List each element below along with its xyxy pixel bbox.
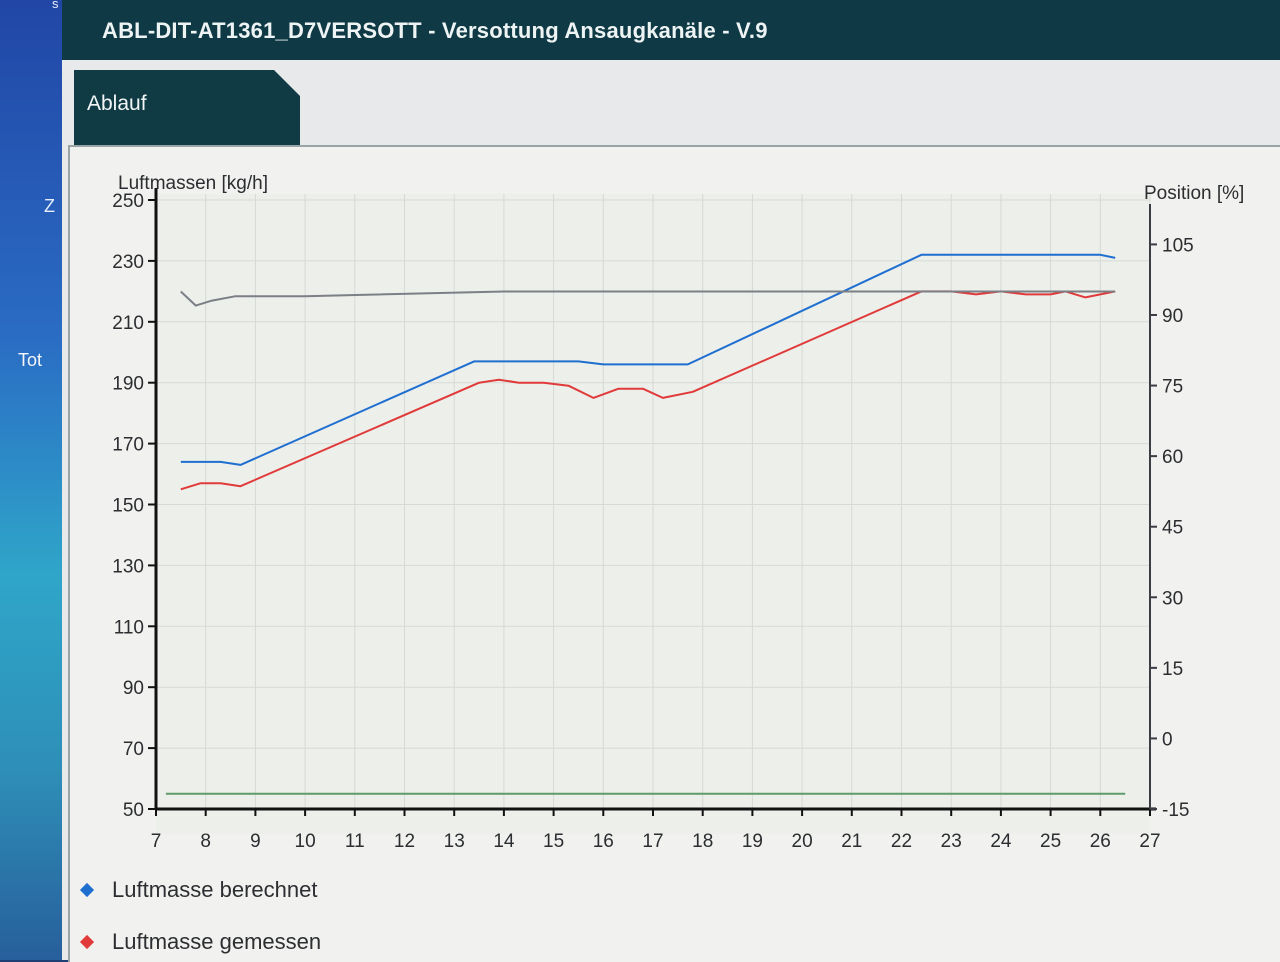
x-tick-label: 17	[642, 831, 663, 852]
y-left-tick-label: 130	[112, 556, 144, 577]
x-tick-label: 11	[345, 831, 365, 852]
x-tick-label: 10	[295, 831, 316, 852]
x-tick-label: 7	[151, 831, 162, 852]
x-tick-label: 19	[742, 831, 763, 852]
x-tick-label: 21	[841, 831, 862, 852]
x-tick-label: 24	[990, 831, 1012, 852]
window-title-bar: ABL-DIT-AT1361_D7VERSOTT - Versottung An…	[62, 0, 1280, 60]
y-right-tick-label: 15	[1162, 659, 1183, 680]
y-left-tick-label: 50	[123, 800, 144, 821]
y-left-tick-label: 250	[112, 191, 144, 212]
y-left-tick-label: 70	[123, 739, 144, 760]
legend-diamond-icon	[79, 934, 95, 950]
desktop-glyph-s: s	[52, 0, 59, 11]
series-line-0	[180, 253, 1116, 466]
x-tick-label: 14	[493, 831, 515, 852]
x-tick-label: 13	[444, 831, 465, 852]
legend-label-berechnet: Luftmasse berechnet	[112, 877, 318, 902]
y-left-tick-label: 190	[112, 374, 144, 395]
y-right-tick-label: 60	[1162, 447, 1183, 468]
desktop-left-strip: s Z Tot	[0, 0, 62, 960]
x-tick-label: 18	[692, 831, 713, 852]
legend-label-gemessen: Luftmasse gemessen	[112, 929, 322, 954]
y-right-tick-label: 30	[1162, 588, 1183, 609]
x-tick-label: 27	[1139, 831, 1160, 852]
series-line-1	[180, 290, 1116, 491]
window-title: ABL-DIT-AT1361_D7VERSOTT - Versottung An…	[102, 18, 768, 43]
x-tick-label: 16	[593, 831, 614, 852]
tab-ablauf[interactable]: Ablauf	[74, 70, 300, 148]
x-tick-label: 15	[543, 831, 564, 852]
x-tick-label: 22	[891, 831, 912, 852]
y-left-tick-label: 90	[123, 678, 144, 699]
x-tick-label: 25	[1040, 831, 1061, 852]
y-right-tick-label: 90	[1162, 306, 1183, 327]
y-right-tick-label: 105	[1162, 235, 1194, 256]
y-right-axis-title: Position [%]	[1144, 183, 1244, 204]
y-left-tick-label: 210	[112, 313, 144, 334]
legend-diamond-icon	[79, 882, 95, 898]
y-right-tick-label: 75	[1162, 377, 1183, 398]
y-right-tick-label: 45	[1162, 518, 1183, 539]
y-left-tick-label: 150	[112, 496, 144, 517]
y-left-tick-label: 230	[112, 252, 144, 273]
x-tick-label: 12	[394, 831, 415, 852]
y-right-tick-label: 0	[1162, 729, 1173, 750]
legend-item-berechnet: Luftmasse berechnet	[79, 877, 318, 903]
line-chart: Luftmassen [kg/h] Position [%] 7 8 9 10 11 12…	[112, 173, 1244, 852]
desktop-glyph-z: Z	[44, 196, 55, 216]
desktop-label-tot: Tot	[18, 350, 43, 370]
x-tick-label: 26	[1090, 831, 1111, 852]
x-tick-label: 8	[200, 831, 211, 852]
x-tick-label: 23	[941, 831, 962, 852]
tab-ablauf-label: Ablauf	[87, 92, 147, 115]
series-line-2	[180, 290, 1116, 307]
x-tick-label: 20	[792, 831, 813, 852]
y-left-tick-label: 170	[112, 435, 144, 456]
y-left-tick-label: 110	[114, 617, 144, 638]
x-tick-label: 9	[250, 831, 261, 852]
legend-item-gemessen: Luftmasse gemessen	[79, 929, 322, 955]
chart-panel: Luftmassen [kg/h] Position [%] 7 8 9 10 11 12…	[68, 145, 1280, 962]
y-right-tick-label: -15	[1162, 800, 1189, 821]
